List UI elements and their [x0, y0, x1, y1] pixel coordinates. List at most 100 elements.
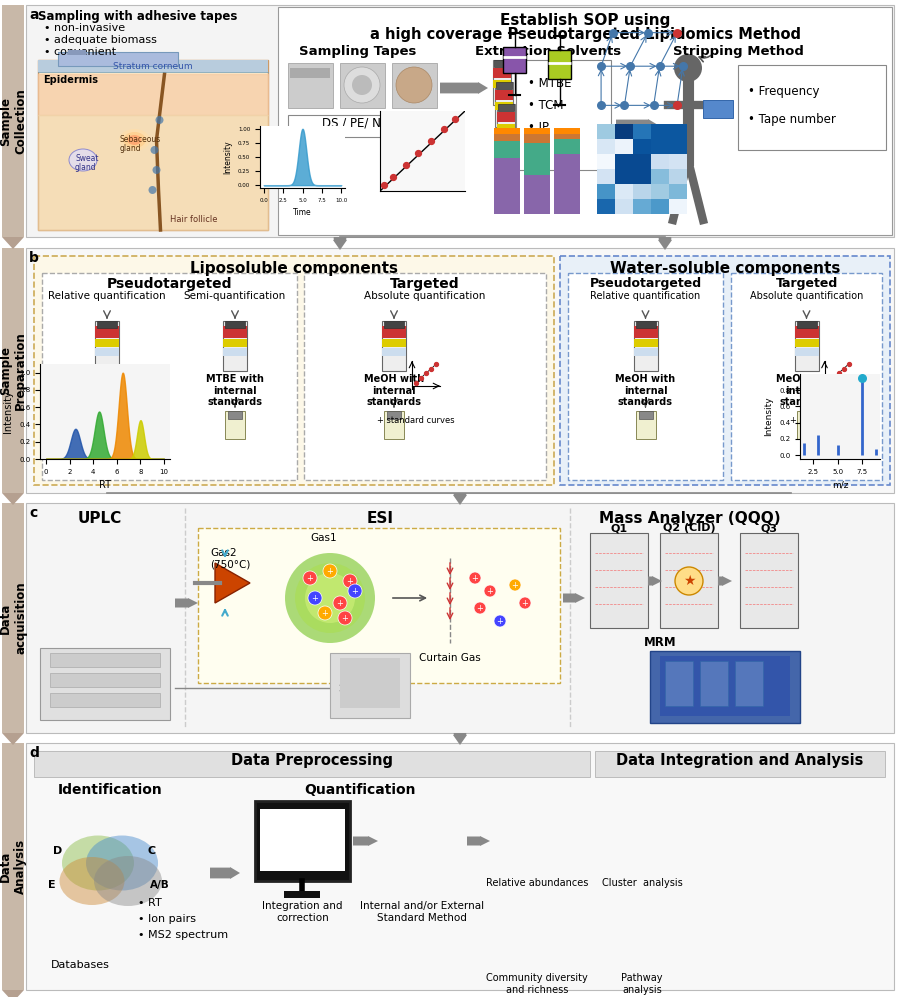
Polygon shape — [658, 237, 672, 250]
Bar — [2, 248, 24, 493]
Text: Internal and/or External
Standard Method: Internal and/or External Standard Method — [360, 901, 484, 922]
Bar — [340, 63, 385, 108]
Text: E: E — [49, 880, 56, 890]
Text: + standard curves: + standard curves — [789, 416, 868, 425]
Text: Databases: Databases — [50, 960, 110, 970]
Text: • Frequency: • Frequency — [748, 85, 820, 98]
Bar — [524, 175, 550, 214]
Point — [399, 158, 413, 173]
Text: + standard curves: + standard curves — [377, 416, 454, 425]
Text: +: + — [487, 586, 493, 595]
Bar — [795, 339, 818, 347]
Bar — [799, 411, 814, 419]
Point — [424, 133, 438, 149]
Bar — [384, 411, 404, 439]
Text: +: + — [307, 573, 313, 582]
Circle shape — [295, 563, 365, 633]
Circle shape — [484, 585, 496, 597]
Ellipse shape — [94, 856, 162, 906]
Circle shape — [308, 591, 322, 605]
Text: +: + — [321, 608, 328, 617]
Bar — [700, 661, 728, 706]
Bar — [554, 135, 580, 139]
Bar — [735, 661, 763, 706]
Bar — [554, 129, 580, 135]
Bar — [26, 503, 894, 733]
Text: Data Integration and Analysis: Data Integration and Analysis — [616, 753, 864, 768]
Bar — [26, 248, 894, 493]
Bar — [97, 321, 117, 328]
Text: A/B: A/B — [150, 880, 170, 890]
Point — [606, 25, 620, 41]
Bar — [330, 653, 410, 718]
Bar — [392, 63, 437, 108]
Bar — [95, 339, 119, 347]
Text: b: b — [29, 251, 39, 265]
Point — [652, 58, 667, 74]
Text: a high coverage Pseudotargeted Lipidomics Method: a high coverage Pseudotargeted Lipidomic… — [370, 27, 800, 42]
Polygon shape — [616, 119, 658, 131]
Text: MeOH with
internal
standards: MeOH with internal standards — [616, 374, 676, 407]
Circle shape — [343, 574, 357, 588]
Circle shape — [156, 116, 164, 124]
Circle shape — [509, 579, 521, 591]
Bar — [554, 154, 580, 214]
Ellipse shape — [86, 835, 158, 890]
Ellipse shape — [119, 129, 150, 151]
Point — [411, 146, 426, 162]
Bar — [382, 321, 406, 371]
Text: Semi-quantification: Semi-quantification — [184, 291, 286, 301]
Text: D: D — [53, 846, 63, 856]
Ellipse shape — [123, 132, 146, 148]
Bar — [497, 112, 515, 122]
Text: Absolute quantification: Absolute quantification — [364, 291, 486, 301]
Bar — [223, 348, 247, 356]
Bar — [100, 411, 114, 419]
Circle shape — [303, 571, 317, 585]
Y-axis label: Intensity: Intensity — [4, 390, 13, 433]
Text: Sample
Preparation: Sample Preparation — [0, 331, 27, 410]
Circle shape — [338, 611, 352, 625]
Text: Quantification: Quantification — [304, 783, 416, 797]
Text: c: c — [29, 506, 37, 520]
Text: Water-soluble components: Water-soluble components — [610, 261, 841, 276]
Bar — [524, 129, 550, 135]
Bar — [590, 533, 648, 628]
Point — [822, 375, 836, 391]
Text: Data
Analysis: Data Analysis — [0, 838, 27, 894]
Text: • MTBE: • MTBE — [528, 77, 572, 90]
Bar — [638, 411, 652, 419]
Text: +: + — [477, 603, 483, 612]
Bar — [34, 256, 554, 485]
Circle shape — [152, 166, 160, 174]
Ellipse shape — [59, 857, 124, 905]
Bar — [796, 411, 816, 439]
Polygon shape — [2, 990, 24, 997]
Bar — [738, 65, 886, 150]
Circle shape — [150, 146, 158, 154]
Circle shape — [285, 553, 375, 643]
Text: Liposoluble components: Liposoluble components — [190, 261, 398, 276]
Text: • non-invasive: • non-invasive — [44, 23, 125, 33]
Bar — [260, 809, 345, 871]
Text: gland: gland — [120, 144, 141, 153]
Text: Extraction Solvents: Extraction Solvents — [475, 45, 621, 58]
Bar — [560, 256, 890, 485]
Text: gland: gland — [75, 163, 96, 172]
PathPatch shape — [503, 47, 526, 73]
Text: ESI: ESI — [366, 511, 393, 526]
Text: • IP: • IP — [528, 121, 549, 134]
Text: Targeted: Targeted — [391, 277, 460, 291]
Point — [670, 25, 684, 41]
Point — [676, 58, 690, 74]
Circle shape — [344, 67, 380, 103]
Text: +: + — [522, 598, 528, 607]
Text: +: + — [472, 573, 479, 582]
Text: MTBE with
internal
standards: MTBE with internal standards — [78, 374, 136, 407]
Text: ★: ★ — [683, 574, 695, 588]
Bar — [634, 339, 658, 347]
Bar — [498, 104, 514, 111]
Text: Gas1: Gas1 — [310, 533, 337, 543]
Point — [414, 370, 428, 386]
Ellipse shape — [69, 149, 97, 171]
